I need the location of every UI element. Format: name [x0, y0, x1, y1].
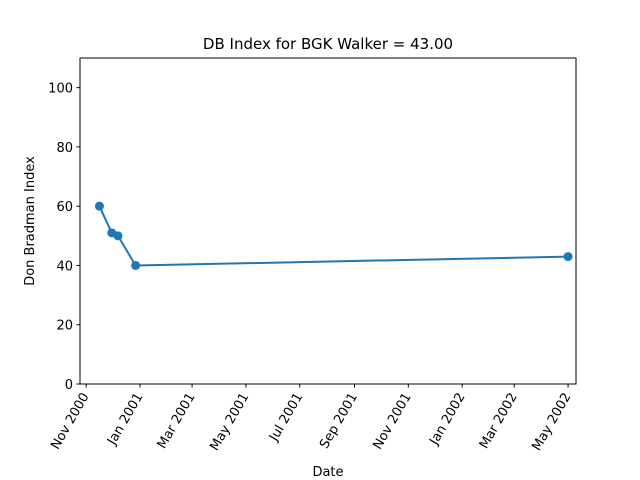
data-point — [94, 201, 104, 211]
y-tick-label: 100 — [48, 82, 73, 97]
series-layer — [94, 201, 573, 270]
plot-area-frame — [79, 57, 577, 385]
chart-title: DB Index for BGK Walker = 43.00 — [203, 35, 453, 53]
y-axis-title: Don Bradman Index — [23, 156, 38, 286]
y-tick-label: 0 — [65, 378, 73, 393]
y-tick-label: 40 — [56, 259, 73, 274]
y-tick-label: 80 — [56, 141, 73, 156]
x-axis-title: Date — [312, 465, 343, 480]
y-tick-label: 60 — [56, 200, 73, 215]
data-point — [563, 252, 573, 262]
data-point — [113, 231, 123, 241]
data-point — [131, 260, 141, 270]
y-tick-label: 20 — [56, 319, 73, 334]
